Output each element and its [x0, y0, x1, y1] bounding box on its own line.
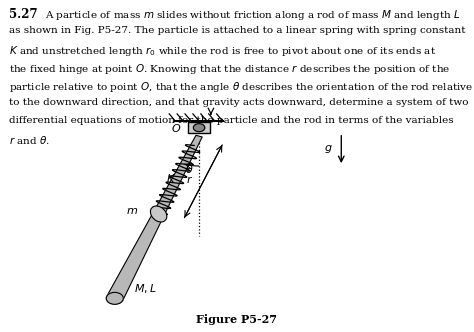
Text: $K$: $K$ — [166, 172, 176, 184]
Text: particle relative to point $O$, that the angle $\theta$ describes the orientatio: particle relative to point $O$, that the… — [9, 80, 474, 94]
Text: to the downward direction, and that gravity acts downward, determine a system of: to the downward direction, and that grav… — [9, 98, 469, 107]
Text: $O$: $O$ — [171, 122, 181, 134]
Text: $K$ and unstretched length $r_0$ while the rod is free to pivot about one of its: $K$ and unstretched length $r_0$ while t… — [9, 44, 437, 58]
Text: $r$: $r$ — [186, 174, 194, 185]
Circle shape — [193, 124, 205, 132]
Text: $g$: $g$ — [324, 143, 333, 155]
Circle shape — [106, 292, 123, 304]
FancyBboxPatch shape — [188, 122, 210, 133]
Text: A particle of mass $m$ slides without friction along a rod of mass $M$ and lengt: A particle of mass $m$ slides without fr… — [45, 8, 460, 22]
Text: the fixed hinge at point $O$. Knowing that the distance $r$ describes the positi: the fixed hinge at point $O$. Knowing th… — [9, 62, 451, 76]
Text: Figure P5-27: Figure P5-27 — [197, 314, 277, 325]
Ellipse shape — [150, 206, 167, 222]
Text: $\theta$: $\theta$ — [185, 163, 194, 175]
Text: 5.27: 5.27 — [9, 8, 38, 21]
Text: $M, L$: $M, L$ — [134, 282, 156, 295]
Text: $m$: $m$ — [126, 206, 138, 216]
Text: differential equations of motion for the particle and the rod in terms of the va: differential equations of motion for the… — [9, 116, 454, 125]
Text: as shown in Fig. P5-27. The particle is attached to a linear spring with spring : as shown in Fig. P5-27. The particle is … — [9, 26, 466, 35]
Text: $r$ and $\theta$.: $r$ and $\theta$. — [9, 134, 51, 146]
Polygon shape — [107, 135, 202, 300]
